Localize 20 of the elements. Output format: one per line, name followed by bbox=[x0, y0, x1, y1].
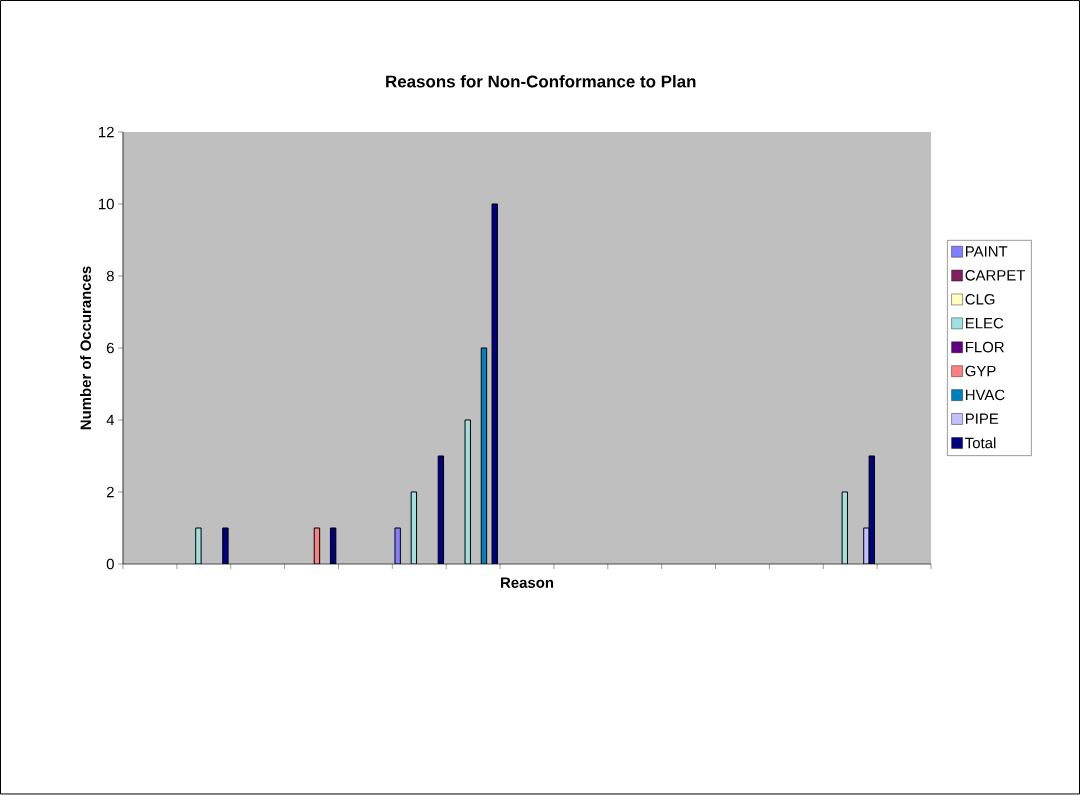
legend-label: GYP bbox=[965, 365, 996, 377]
legend-label: CARPET bbox=[965, 270, 1026, 281]
y-tick-label: 8 bbox=[106, 270, 114, 282]
y-tick-label: 12 bbox=[99, 126, 114, 138]
x-axis-title: Reason bbox=[501, 577, 554, 588]
y-tick-label: 10 bbox=[99, 198, 114, 210]
bar bbox=[394, 527, 401, 564]
y-tick-label: 2 bbox=[106, 486, 114, 498]
legend-label: ELEC bbox=[965, 317, 1004, 329]
y-axis-title: Number of Occurances bbox=[80, 266, 92, 430]
y-tick-label: 0 bbox=[106, 558, 114, 570]
y-tick-label: 6 bbox=[106, 342, 114, 354]
legend-label: HVAC bbox=[965, 389, 1005, 401]
legend-label: Total bbox=[965, 437, 996, 449]
legend-label: PAINT bbox=[965, 246, 1008, 257]
legend-label: CLG bbox=[965, 293, 995, 305]
chart-title: Reasons for Non-Conformance to Plan bbox=[386, 75, 696, 88]
legend-label: PIPE bbox=[965, 413, 999, 424]
y-tick-label: 4 bbox=[106, 414, 115, 426]
legend-label: FLOR bbox=[965, 341, 1004, 353]
